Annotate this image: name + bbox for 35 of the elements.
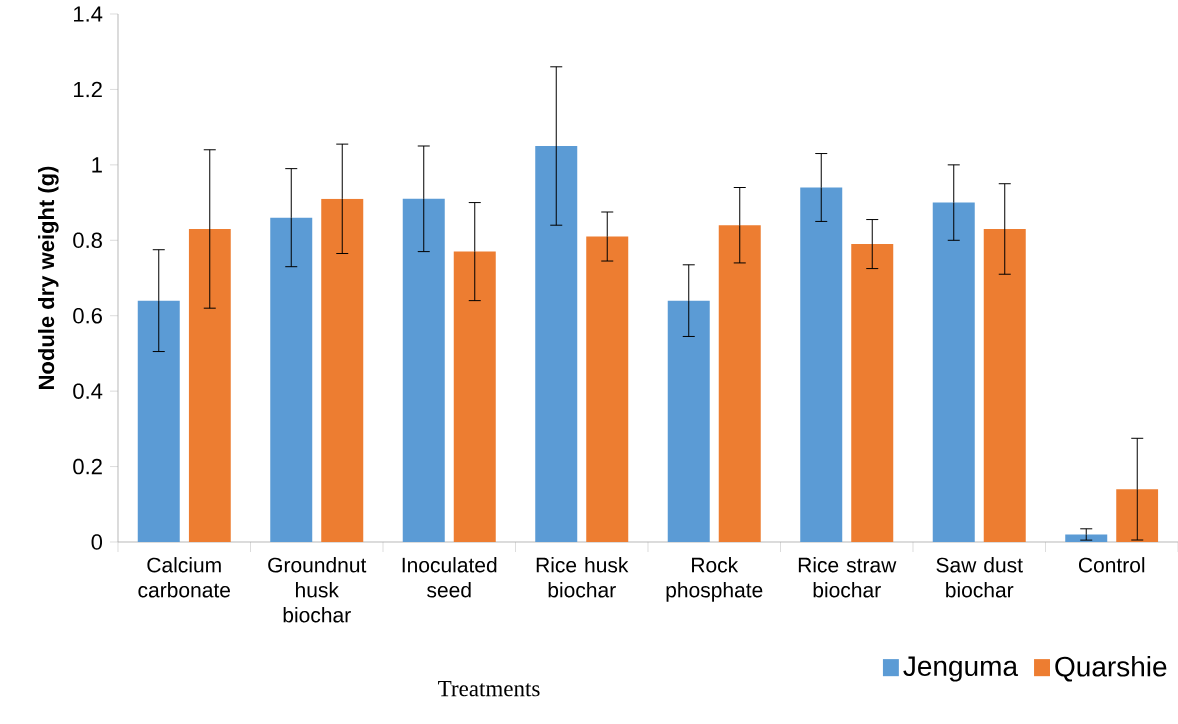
x-tick-label: Rice husk biochar: [536, 557, 629, 598]
bar: [321, 198, 364, 542]
y-tick-label: 0: [91, 534, 103, 550]
y-tick-label: 0.4: [73, 383, 103, 399]
x-tick-label: Inoculated seed: [402, 557, 497, 598]
legend-label: Quarshie: [1055, 655, 1167, 682]
x-tick-label: Control: [1078, 557, 1145, 573]
y-tick-label: 1: [92, 157, 102, 173]
bar: [932, 202, 975, 542]
bar: [453, 251, 496, 542]
x-tick-label: Groundnut husk biochar: [268, 557, 367, 623]
bar: [983, 228, 1026, 542]
bar: [718, 225, 761, 542]
x-tick-label: Saw dust biochar: [936, 557, 1023, 598]
y-tick-label: 0.2: [73, 458, 102, 475]
x-tick-label: Rock phosphate: [666, 557, 763, 602]
y-tick-label: 1.2: [74, 81, 102, 98]
bar: [667, 300, 710, 542]
x-tick-label: Rice straw biochar: [798, 557, 897, 598]
bar: [402, 198, 445, 542]
bar: [800, 187, 843, 542]
x-tick-label: Calcium carbonate: [138, 557, 230, 598]
bar: [137, 300, 180, 542]
y-axis-title: Nodule dry weight (g): [38, 166, 59, 389]
y-tick-label: 0.8: [73, 232, 102, 249]
bar: [586, 236, 629, 542]
bar: [1065, 534, 1108, 542]
bar: [188, 228, 231, 542]
x-axis-title: Treatments: [438, 681, 540, 697]
bar: [535, 146, 578, 542]
y-tick-label: 0.6: [73, 307, 102, 324]
bar: [270, 217, 313, 542]
bar: [851, 244, 894, 542]
legend-label: Jenguma: [903, 656, 1019, 682]
y-tick-label: 1.4: [74, 6, 103, 22]
